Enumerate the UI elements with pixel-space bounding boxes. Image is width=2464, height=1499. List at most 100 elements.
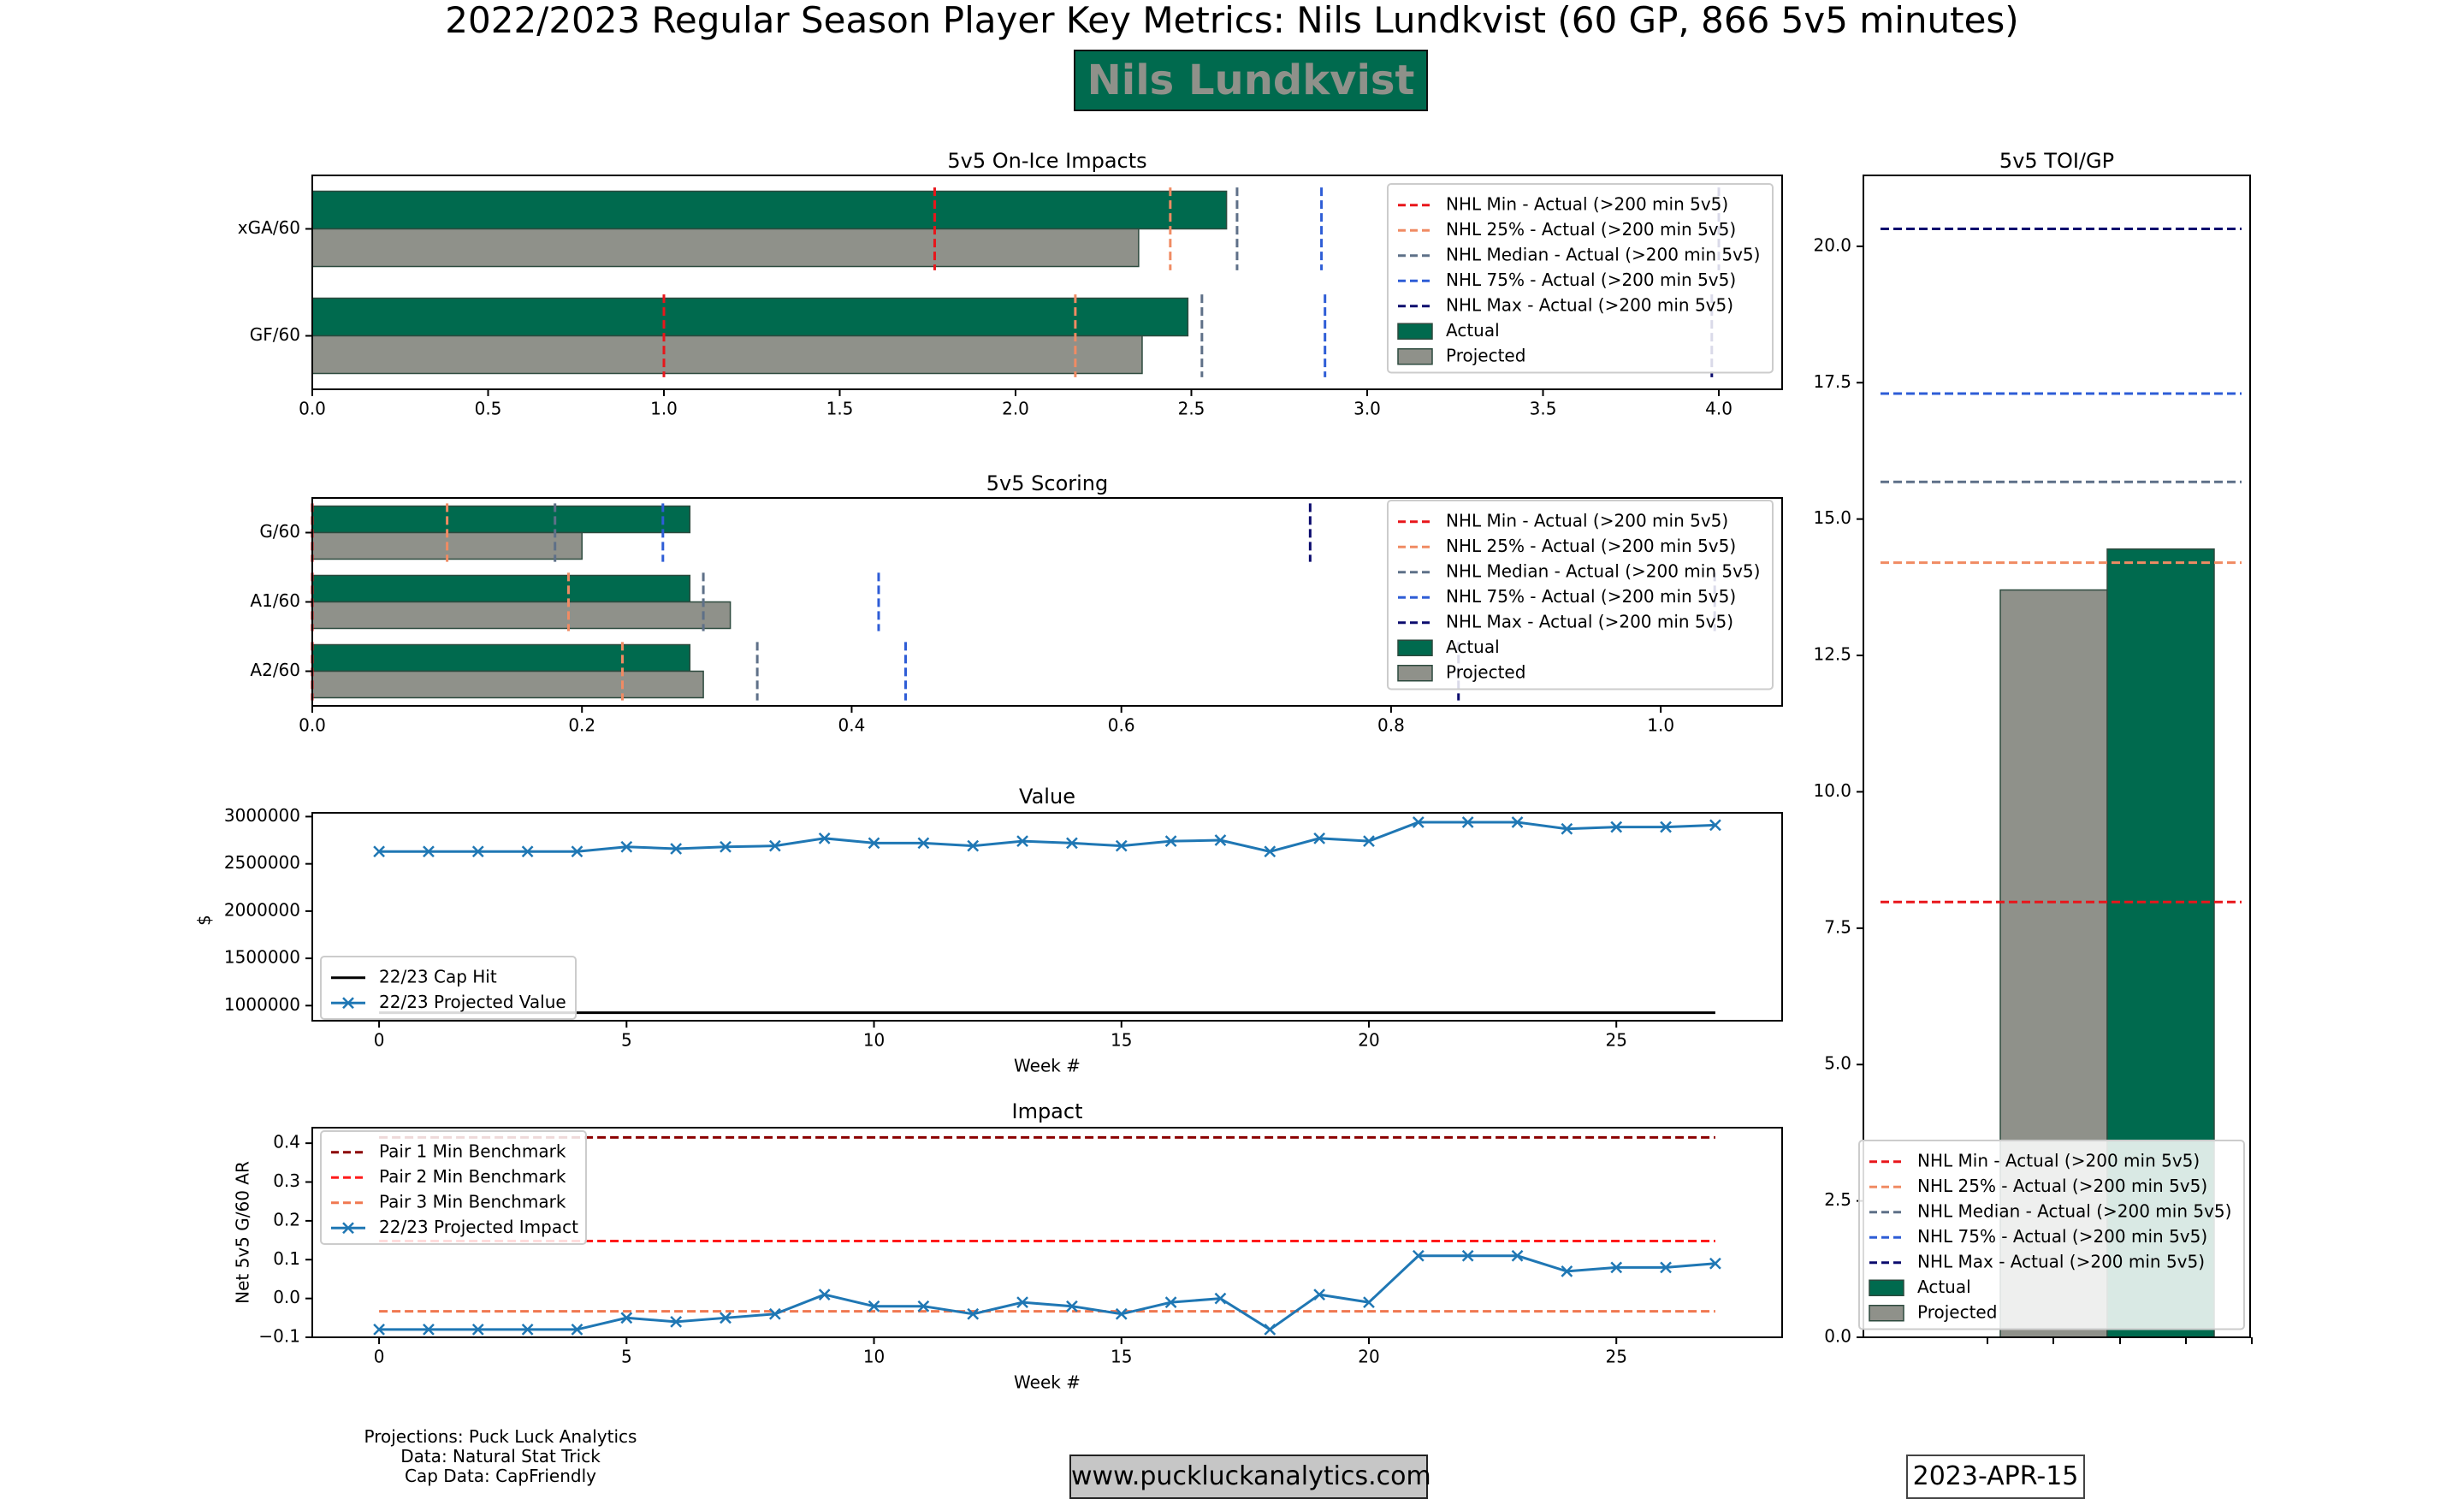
- toi-legend-label-5: Actual: [1917, 1277, 1971, 1297]
- impact-point-25: [1610, 1261, 1623, 1274]
- impacts-legend-label-6: Projected: [1446, 345, 1525, 365]
- player-name-badge: Nils Lundkvist: [1074, 50, 1428, 111]
- value-ytick-label-1: 1500000: [224, 947, 300, 968]
- value-xtick-label-5: 25: [1605, 1030, 1626, 1051]
- impacts-xtick-label-1: 0.5: [475, 399, 502, 419]
- scoring-frame: [311, 497, 1783, 707]
- impacts-xtick-label-4: 2.0: [1002, 399, 1029, 419]
- value-title: Value: [1019, 785, 1075, 809]
- impact-point-9: [818, 1289, 831, 1301]
- toi-legend-label-4: NHL Max - Actual (>200 min 5v5): [1917, 1251, 2205, 1271]
- impacts-bar-actual-0: [311, 190, 1228, 230]
- value-point-0: [373, 845, 385, 858]
- impact-point-5: [620, 1312, 633, 1324]
- value-point-11: [917, 837, 930, 850]
- impact-xlabel: Week #: [1014, 1372, 1081, 1393]
- toi-ytick-label-8: 20.0: [1813, 234, 1851, 255]
- impact-point-22: [1461, 1249, 1474, 1262]
- impacts-xtick-label-6: 3.0: [1353, 399, 1381, 419]
- scoring-bar-projected-2: [311, 670, 704, 699]
- toi-title: 5v5 TOI/GP: [1999, 149, 2114, 173]
- impact-ytick-label-2: 0.1: [273, 1248, 300, 1269]
- scoring-legend-label-4: NHL Max - Actual (>200 min 5v5): [1446, 611, 1733, 631]
- value-point-17: [1214, 834, 1227, 846]
- impact-ytick-label-5: 0.4: [273, 1132, 300, 1152]
- scoring-ytick-label-2: A2/60: [250, 660, 300, 680]
- impact-xtick-label-2: 10: [863, 1347, 885, 1367]
- impacts-xtick-label-3: 1.5: [826, 399, 854, 419]
- value-legend-marker-1: [342, 997, 354, 1010]
- impact-point-7: [720, 1312, 732, 1324]
- value-point-4: [571, 845, 583, 858]
- impact-point-1: [423, 1324, 435, 1336]
- impact-xtick-label-5: 25: [1605, 1347, 1626, 1367]
- toi-ytick-label-5: 12.5: [1813, 644, 1851, 665]
- impact-series-3: [379, 1254, 1716, 1331]
- toi-ytick-label-3: 7.5: [1824, 916, 1851, 937]
- impacts-ytick-label-1: GF/60: [250, 324, 300, 345]
- impact-point-6: [670, 1315, 683, 1328]
- website-link[interactable]: www.puckluckanalytics.com: [1069, 1455, 1431, 1499]
- scoring-legend-swatch-6: [1397, 665, 1433, 682]
- value-point-18: [1264, 845, 1276, 858]
- impact-point-26: [1660, 1261, 1672, 1274]
- value-point-26: [1660, 821, 1672, 833]
- scoring-bar-actual-1: [311, 574, 691, 603]
- credit-cap-data: Cap Data: CapFriendly: [405, 1466, 596, 1486]
- impacts-legend-label-3: NHL 75% - Actual (>200 min 5v5): [1446, 270, 1736, 290]
- toi-ytick-label-0: 0.0: [1824, 1326, 1851, 1347]
- impact-ytick-label-4: 0.3: [273, 1170, 300, 1191]
- value-xtick-label-2: 10: [863, 1030, 885, 1051]
- value-xlabel: Week #: [1014, 1056, 1081, 1076]
- impact-point-23: [1511, 1249, 1524, 1262]
- impacts-legend-swatch-5: [1397, 323, 1433, 340]
- impacts-title: 5v5 On-Ice Impacts: [947, 149, 1146, 173]
- scoring-title: 5v5 Scoring: [986, 471, 1108, 495]
- value-point-3: [521, 845, 534, 858]
- value-point-6: [670, 843, 683, 855]
- scoring-bar-projected-1: [311, 601, 732, 630]
- impact-legend: [320, 1130, 587, 1245]
- impacts-legend-label-4: NHL Max - Actual (>200 min 5v5): [1446, 294, 1733, 315]
- value-point-13: [1016, 835, 1028, 848]
- toi-ytick-label-7: 17.5: [1813, 371, 1851, 392]
- impact-point-3: [521, 1324, 534, 1336]
- value-xtick-label-1: 5: [621, 1030, 632, 1051]
- impact-point-0: [373, 1324, 385, 1336]
- impact-xtick-label-0: 0: [374, 1347, 385, 1367]
- value-legend-label-1: 22/23 Projected Value: [379, 992, 566, 1012]
- toi-ytick-label-6: 15.0: [1813, 507, 1851, 528]
- value-point-16: [1164, 835, 1177, 848]
- scoring-xtick-label-2: 0.4: [838, 715, 866, 736]
- impact-point-18: [1264, 1324, 1276, 1336]
- value-point-25: [1610, 821, 1623, 833]
- value-point-24: [1561, 822, 1573, 835]
- toi-legend: [1858, 1140, 2245, 1330]
- impacts-legend-label-0: NHL Min - Actual (>200 min 5v5): [1446, 193, 1728, 214]
- impact-legend-marker-3: [342, 1222, 354, 1235]
- impact-point-8: [768, 1307, 781, 1320]
- value-point-12: [967, 839, 980, 852]
- impact-legend-label-3: 22/23 Projected Impact: [379, 1217, 578, 1237]
- value-ytick-label-0: 1000000: [224, 994, 300, 1015]
- value-point-2: [471, 845, 484, 858]
- scoring-ytick-label-0: G/60: [259, 521, 300, 542]
- impacts-legend-label-1: NHL 25% - Actual (>200 min 5v5): [1446, 219, 1736, 240]
- value-point-8: [768, 839, 781, 852]
- toi-ytick-label-4: 10.0: [1813, 780, 1851, 801]
- impact-point-11: [917, 1300, 930, 1312]
- impacts-xtick-label-7: 3.5: [1530, 399, 1557, 419]
- value-xtick-label-3: 15: [1111, 1030, 1132, 1051]
- value-ytick-label-4: 3000000: [224, 805, 300, 826]
- value-point-23: [1511, 816, 1524, 828]
- toi-ytick-label-2: 5.0: [1824, 1053, 1851, 1074]
- impact-xtick-label-1: 5: [621, 1347, 632, 1367]
- impact-point-14: [1066, 1300, 1078, 1312]
- impacts-xtick-label-8: 4.0: [1705, 399, 1732, 419]
- scoring-xtick-label-4: 0.8: [1377, 715, 1405, 736]
- impact-point-17: [1214, 1292, 1227, 1305]
- scoring-xtick-label-1: 0.2: [568, 715, 595, 736]
- report-date: 2023-APR-15: [1906, 1455, 2085, 1499]
- impact-legend-label-2: Pair 3 Min Benchmark: [379, 1191, 566, 1212]
- impact-point-15: [1115, 1307, 1128, 1320]
